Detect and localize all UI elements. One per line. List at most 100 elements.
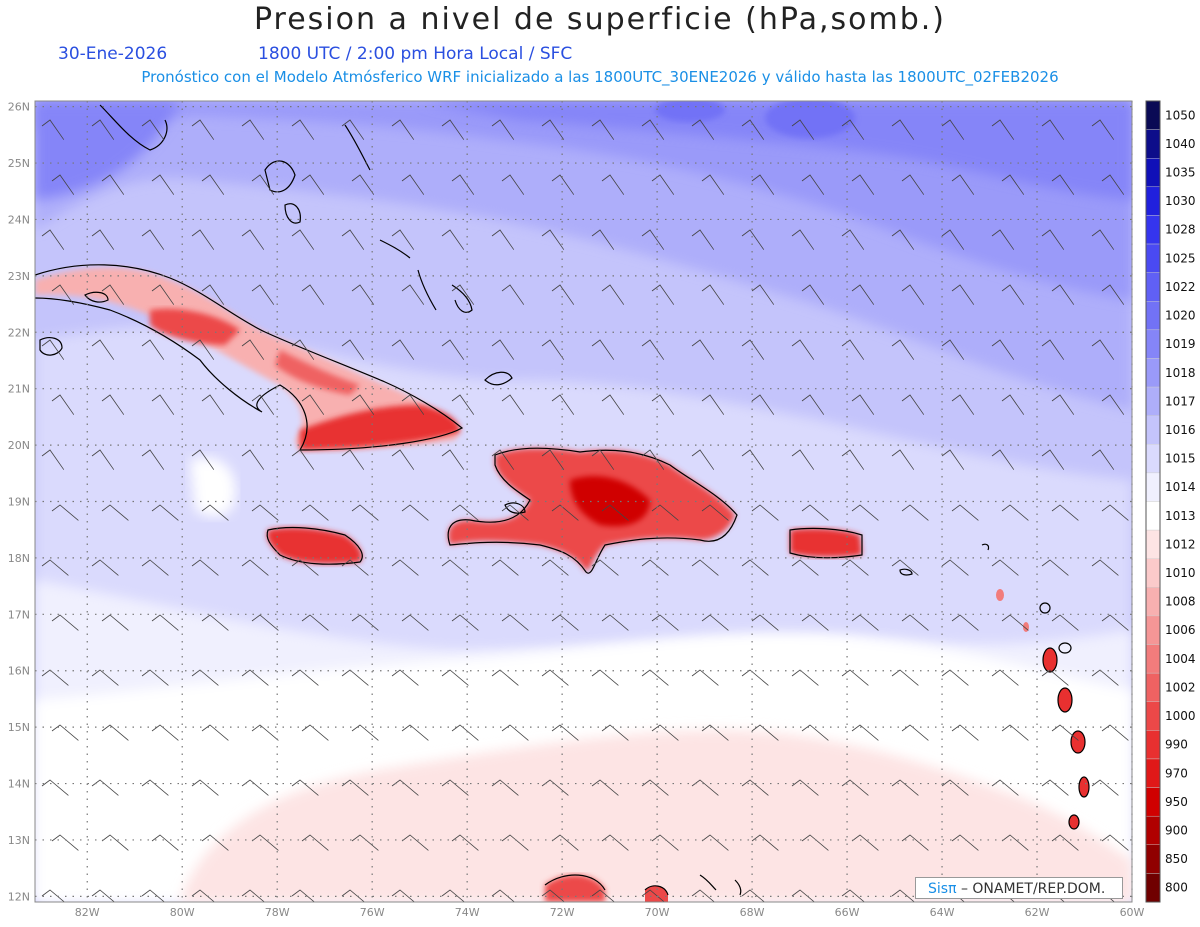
wind-barb <box>391 559 419 576</box>
wind-barb <box>801 504 829 521</box>
wind-barb <box>51 834 79 851</box>
legend-label: 1013 <box>1165 509 1196 523</box>
wind-barb <box>251 834 279 851</box>
legend-swatch <box>1145 243 1161 273</box>
legend-swatch <box>1145 100 1161 130</box>
legend-label: 1006 <box>1165 623 1196 637</box>
wind-barb <box>641 449 665 470</box>
legend-swatch <box>1145 873 1161 903</box>
wind-barb <box>841 889 865 902</box>
wind-barb <box>991 339 1015 360</box>
legend-swatch <box>1145 701 1161 731</box>
legend-swatch <box>1145 787 1161 817</box>
wind-barb <box>691 669 719 686</box>
wind-barb <box>951 724 979 741</box>
wind-barb <box>551 394 575 415</box>
legend-swatch <box>1145 558 1161 588</box>
legend-swatch <box>1145 186 1161 216</box>
legend-label: 1030 <box>1165 194 1196 208</box>
wind-barb <box>201 284 225 305</box>
wind-barb <box>551 834 579 851</box>
wind-barb <box>201 614 229 631</box>
wind-barb <box>151 724 179 741</box>
wind-barb <box>741 339 765 360</box>
wind-barb <box>1091 669 1119 686</box>
wind-barb <box>451 724 479 741</box>
wind-barb <box>651 724 679 741</box>
sispi-logo: Sisπ <box>928 881 957 897</box>
wind-barb <box>251 504 279 521</box>
wind-barb <box>501 504 529 521</box>
wind-barb <box>591 779 619 796</box>
wind-barb <box>941 339 965 360</box>
wind-barb <box>501 174 525 195</box>
wind-barb <box>791 889 815 902</box>
wind-barb <box>351 724 379 741</box>
wind-barb <box>741 119 765 140</box>
wind-barb <box>601 504 629 521</box>
legend-label: 990 <box>1165 738 1188 752</box>
wind-barb <box>41 229 65 250</box>
wind-barb <box>1001 174 1025 195</box>
wind-barb <box>241 779 269 796</box>
wind-barb <box>751 284 775 305</box>
legend-label: 1000 <box>1165 709 1196 723</box>
wind-barb <box>141 889 165 902</box>
legend-label: 1035 <box>1165 166 1196 180</box>
wind-barb <box>891 889 915 902</box>
legend-swatch <box>1145 844 1161 874</box>
island-low-pressure <box>35 267 1089 902</box>
wind-barb <box>291 119 315 140</box>
wind-barb <box>801 174 825 195</box>
wind-barb <box>1091 449 1115 470</box>
wind-barb <box>541 889 565 902</box>
wind-barb <box>601 174 625 195</box>
wind-barb <box>301 724 329 741</box>
wind-barb <box>541 339 565 360</box>
wind-barb <box>41 559 69 576</box>
x-tick-label: 78W <box>265 906 290 919</box>
wind-barb <box>651 834 679 851</box>
wind-barb <box>151 504 179 521</box>
wind-barb <box>491 119 515 140</box>
pressure-shading <box>35 101 1132 902</box>
wind-barb <box>541 669 569 686</box>
wind-barb <box>701 724 729 741</box>
wind-barb <box>741 449 765 470</box>
wind-barb <box>241 339 265 360</box>
wind-barb <box>351 504 379 521</box>
wind-barb <box>151 174 175 195</box>
wind-barb <box>1091 779 1119 796</box>
wind-barb <box>801 614 829 631</box>
wind-barb <box>341 229 365 250</box>
wind-barb <box>451 614 479 631</box>
wind-barb <box>1001 284 1025 305</box>
wind-barb <box>41 339 65 360</box>
wind-barb <box>301 614 329 631</box>
y-tick-label: 12N <box>8 890 30 903</box>
wind-barb <box>1001 504 1029 521</box>
legend-swatch <box>1145 758 1161 788</box>
wind-barb <box>1101 394 1125 415</box>
wind-barb <box>1051 834 1079 851</box>
wind-barb <box>901 724 929 741</box>
wind-barb <box>601 724 629 741</box>
wind-barb <box>491 889 515 902</box>
wind-barb <box>991 669 1019 686</box>
plot-border <box>34 100 1133 903</box>
legend-swatch <box>1145 215 1161 245</box>
wind-barb <box>651 394 675 415</box>
legend-swatch <box>1145 272 1161 302</box>
wind-barb <box>601 834 629 851</box>
wind-barb <box>1101 504 1129 521</box>
legend-label: 800 <box>1165 881 1188 895</box>
wind-barb <box>1001 614 1029 631</box>
wind-barb <box>441 339 465 360</box>
wind-barb <box>601 394 625 415</box>
wind-barb <box>841 229 865 250</box>
wind-barb <box>651 284 675 305</box>
wind-barb <box>41 779 69 796</box>
wind-barb <box>951 614 979 631</box>
wind-barb <box>441 889 465 902</box>
wind-barb <box>591 119 615 140</box>
